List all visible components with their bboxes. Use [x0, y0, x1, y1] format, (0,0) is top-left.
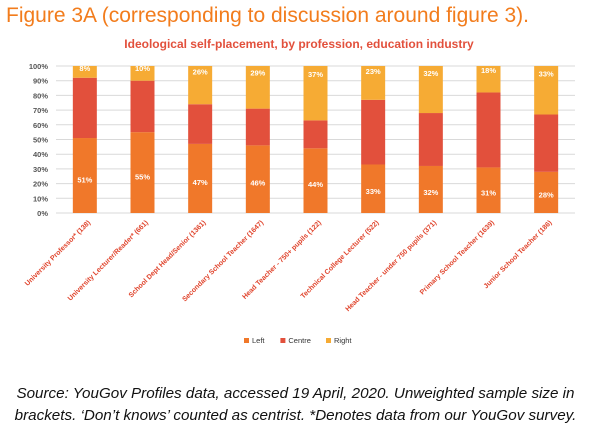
data-label: 29% — [250, 68, 265, 77]
y-tick-label: 50% — [33, 136, 48, 145]
y-tick-label: 10% — [33, 194, 48, 203]
x-axis-label: Head Teacher - under 750 pupils (371) — [345, 219, 439, 313]
data-label: 28% — [539, 190, 554, 199]
y-tick-label: 90% — [33, 77, 48, 86]
legend-label: Centre — [288, 336, 311, 345]
data-label: 32% — [423, 69, 438, 78]
y-tick-label: 60% — [33, 121, 48, 130]
data-label: 47% — [193, 178, 208, 187]
bar-segment-centre — [131, 81, 155, 132]
chart-title: Ideological self-placement, by professio… — [124, 37, 474, 51]
bar-segment-centre — [304, 120, 328, 148]
legend: Left Centre Right — [244, 336, 352, 345]
legend-swatch — [326, 338, 331, 343]
data-label: 37% — [308, 70, 323, 79]
x-axis-label: University Professor* (138) — [24, 219, 92, 287]
bar-segment-centre — [73, 78, 97, 138]
data-label: 33% — [366, 187, 381, 196]
source-note: Source: YouGov Profiles data, accessed 1… — [0, 383, 591, 427]
data-label: 31% — [481, 188, 496, 197]
y-tick-label: 70% — [33, 106, 48, 115]
bar-segment-centre — [188, 104, 212, 144]
bar-segment-centre — [419, 113, 443, 166]
data-label: 18% — [481, 66, 496, 75]
data-label: 33% — [539, 69, 554, 78]
data-label: 8% — [79, 64, 90, 73]
y-tick-label: 30% — [33, 165, 48, 174]
x-axis-label: Junior School Teacher (186) — [483, 219, 554, 290]
bar-segment-centre — [534, 115, 558, 172]
legend-label: Right — [334, 336, 352, 345]
legend-swatch — [280, 338, 285, 343]
y-tick-label: 20% — [33, 180, 48, 189]
data-label: 10% — [135, 64, 150, 73]
data-label: 23% — [366, 67, 381, 76]
x-axis-labels: University Professor* (138)University Le… — [24, 219, 554, 313]
y-tick-label: 0% — [37, 209, 48, 218]
y-tick-label: 100% — [29, 62, 49, 71]
bar-segment-centre — [246, 109, 270, 146]
y-axis-ticks: 0% 10% 20% 30% 40% 50% 60% 70% 80% 90% 100% — [29, 62, 49, 218]
bar-segment-centre — [477, 92, 501, 167]
y-tick-label: 80% — [33, 91, 48, 100]
bar-segment-centre — [361, 100, 385, 165]
legend-label: Left — [252, 336, 265, 345]
data-label: 51% — [77, 175, 92, 184]
data-label: 32% — [423, 188, 438, 197]
legend-swatch — [244, 338, 249, 343]
data-label: 44% — [308, 180, 323, 189]
data-label: 46% — [250, 179, 265, 188]
data-label: 26% — [193, 68, 208, 77]
stacked-bar-chart: Ideological self-placement, by professio… — [0, 0, 591, 380]
y-tick-label: 40% — [33, 150, 48, 159]
data-label: 55% — [135, 173, 150, 182]
